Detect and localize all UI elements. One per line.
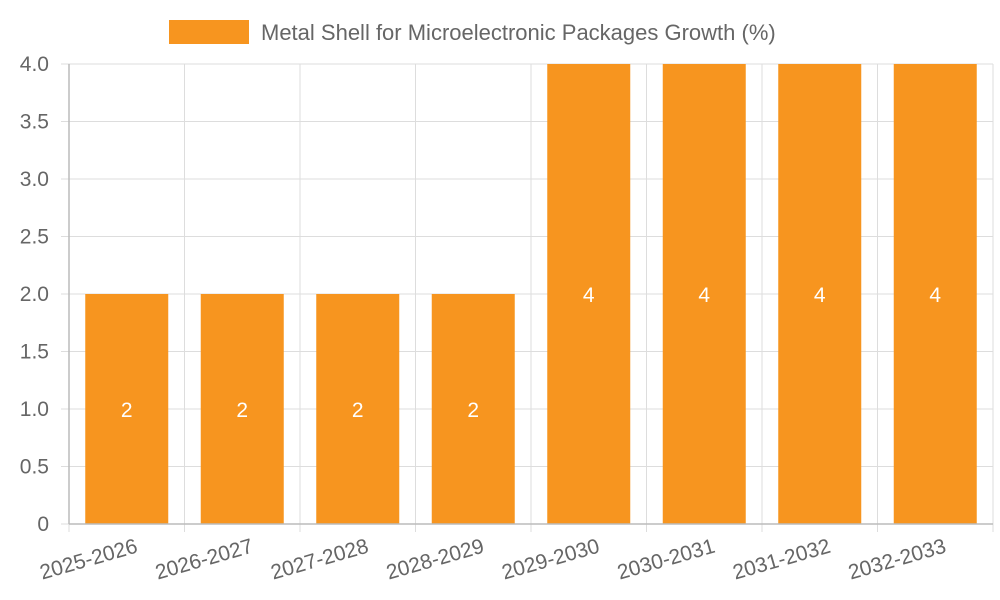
bar-value-label: 2 <box>121 399 133 422</box>
bar-value-label: 2 <box>467 399 479 422</box>
grid-lines <box>61 63 994 532</box>
y-axis-ticks: 0 0.5 1.0 1.5 2.0 2.5 3.0 3.5 4.0 <box>20 53 49 536</box>
bar-value-label: 4 <box>929 284 941 307</box>
bars <box>85 64 977 524</box>
x-tick-label: 2028-2029 <box>384 535 487 585</box>
y-tick-label: 2.5 <box>20 226 49 249</box>
bar-value-label: 4 <box>583 284 595 307</box>
bar-value-label: 4 <box>814 284 826 307</box>
bar[interactable] <box>662 64 746 524</box>
x-tick-label: 2029-2030 <box>499 535 602 585</box>
x-tick-label: 2026-2027 <box>153 535 256 585</box>
axes <box>68 64 993 525</box>
bar[interactable] <box>316 294 400 524</box>
y-tick-label: 3.5 <box>20 111 49 134</box>
bar[interactable] <box>431 294 515 524</box>
x-tick-label: 2030-2031 <box>615 535 718 585</box>
y-tick-label: 0 <box>37 513 49 536</box>
y-tick-label: 2.0 <box>20 283 49 306</box>
x-tick-label: 2027-2028 <box>268 535 371 585</box>
y-tick-label: 4.0 <box>20 53 49 76</box>
y-tick-label: 1.0 <box>20 398 49 421</box>
data-labels: 2 2 2 2 4 4 4 4 <box>121 284 942 422</box>
legend-swatch <box>169 20 249 44</box>
bar[interactable] <box>547 64 631 524</box>
y-tick-label: 0.5 <box>20 456 49 479</box>
x-tick-label: 2025-2026 <box>37 535 140 585</box>
y-tick-label: 1.5 <box>20 341 49 364</box>
bar[interactable] <box>85 294 169 524</box>
legend[interactable]: Metal Shell for Microelectronic Packages… <box>169 20 776 45</box>
bar-value-label: 2 <box>236 399 248 422</box>
x-axis-ticks: 2025-2026 2026-2027 2027-2028 2028-2029 2029… <box>37 535 948 585</box>
bar[interactable] <box>778 64 862 524</box>
x-tick-label: 2031-2032 <box>730 535 833 585</box>
bar[interactable] <box>893 64 977 524</box>
bar-value-label: 4 <box>698 284 710 307</box>
bar[interactable] <box>200 294 284 524</box>
y-tick-label: 3.0 <box>20 168 49 191</box>
x-tick-label: 2032-2033 <box>846 535 949 585</box>
bar-value-label: 2 <box>352 399 364 422</box>
legend-label: Metal Shell for Microelectronic Packages… <box>261 20 776 45</box>
